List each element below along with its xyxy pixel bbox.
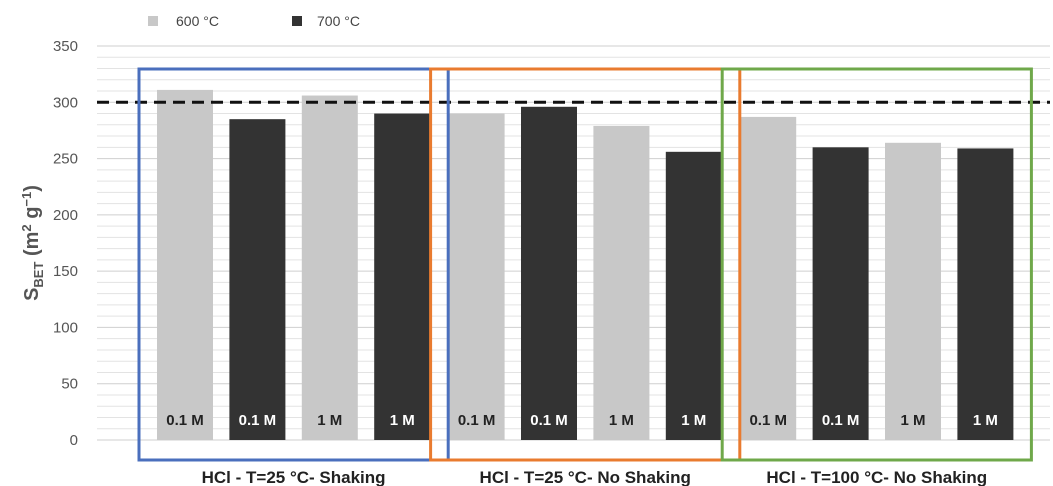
bar-1-1 <box>157 89 213 440</box>
bar-3-1 <box>740 116 797 441</box>
legend-label-700: 700 °C <box>317 13 360 29</box>
group-frame-2 <box>429 67 742 462</box>
bar-label: 1 M <box>681 412 706 429</box>
bars <box>157 89 1014 441</box>
y-tick-label: 350 <box>53 38 78 55</box>
group-label-1: HCl - T=25 °C- Shaking <box>202 468 386 486</box>
bar-label: 0.1 M <box>458 412 496 429</box>
bar-1-2 <box>229 119 286 441</box>
y-tick-label: 200 <box>53 207 78 224</box>
y-ticks: 0 50 100 150 200 250 300 350 <box>53 38 78 449</box>
y-tick-label: 150 <box>53 263 78 280</box>
y-label-sup1: 2 <box>19 224 34 231</box>
bar-1-4 <box>374 113 431 441</box>
y-label-sup2: −1 <box>19 192 34 207</box>
bar-3-3 <box>885 142 941 440</box>
y-tick-label: 300 <box>53 94 78 111</box>
y-label-unit-mid: g <box>21 207 43 225</box>
y-tick-label: 100 <box>53 319 78 336</box>
bar-2-3 <box>593 125 650 440</box>
legend-label-600: 600 °C <box>176 13 219 29</box>
group-frames <box>137 67 1033 462</box>
bar-3-4 <box>957 148 1014 440</box>
bar-label: 0.1 M <box>239 412 277 429</box>
bar-2-4 <box>665 151 722 440</box>
bar-label: 0.1 M <box>530 412 568 429</box>
bar-label: 0.1 M <box>749 412 787 429</box>
bar-label: 1 M <box>317 412 342 429</box>
bar-2-2 <box>521 106 577 440</box>
bar-label: 1 M <box>609 412 634 429</box>
y-tick-label: 50 <box>61 376 78 393</box>
bar-1-3 <box>301 95 358 440</box>
labels: 0.1 M 0.1 M 1 M 1 M 0.1 M 0.1 M 1 M 1 M 0.1 M 0.1… <box>166 412 998 486</box>
y-label-unit-open: (m <box>21 232 43 262</box>
bar-3-2 <box>812 147 869 441</box>
bar-2-1 <box>448 113 505 441</box>
bar-label: 1 M <box>900 412 925 429</box>
group-frame-3 <box>720 67 1033 462</box>
y-label-unit-close: ) <box>21 185 43 192</box>
y-label-sub: BET <box>31 262 46 288</box>
y-tick-label: 0 <box>70 432 78 449</box>
legend-swatch-700 <box>292 16 302 26</box>
legend: 600 °C 700 °C <box>148 13 360 29</box>
y-label-main: S <box>21 288 43 301</box>
bar-label: 0.1 M <box>166 412 204 429</box>
y-axis-label: SBET (m2 g−1) <box>19 185 46 301</box>
group-label-2: HCl - T=25 °C- No Shaking <box>480 468 691 486</box>
bar-label: 1 M <box>390 412 415 429</box>
group-frame-1 <box>137 67 450 462</box>
bar-label: 1 M <box>973 412 998 429</box>
group-label-3: HCl - T=100 °C- No Shaking <box>766 468 987 486</box>
bar-label: 0.1 M <box>822 412 860 429</box>
legend-swatch-600 <box>148 16 158 26</box>
y-tick-label: 250 <box>53 151 78 168</box>
